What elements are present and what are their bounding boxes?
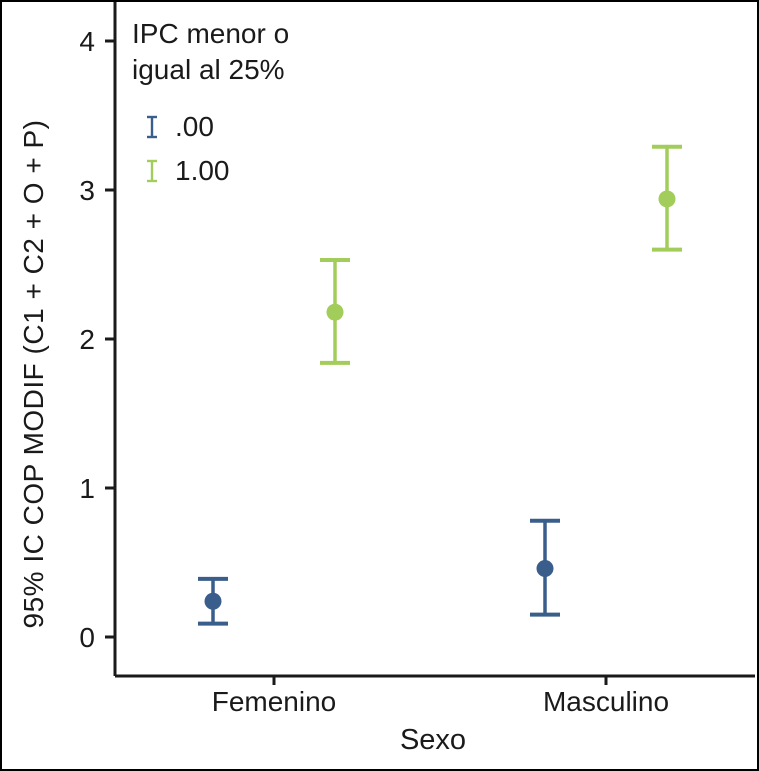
legend-entry-00: .00 <box>132 105 289 149</box>
x-axis-title: Sexo <box>399 724 467 756</box>
mean-marker <box>536 559 554 577</box>
errorbar-icon <box>147 159 157 182</box>
y-tick-label: 4 <box>79 26 95 57</box>
legend-entry-100: 1.00 <box>132 149 289 193</box>
x-tick-label-femenino: Femenino <box>211 686 337 717</box>
y-tick-label: 1 <box>79 473 95 504</box>
mean-marker <box>658 190 676 208</box>
y-tick-label: 3 <box>79 175 95 206</box>
x-tick-label-masculino: Masculino <box>542 686 670 717</box>
errorbar-icon <box>147 115 157 138</box>
legend-title: IPC menor o igual al 25% <box>132 18 290 86</box>
y-axis-title: 95% IC COP MODIF (C1 + C2 + O + P) <box>18 119 49 629</box>
mean-marker <box>204 592 222 610</box>
legend-entry-label: 1.00 <box>175 154 230 186</box>
legend: IPC menor o igual al 25% .00 1.00 <box>132 16 289 193</box>
mean-marker <box>326 303 344 321</box>
y-tick-label: 0 <box>79 622 95 653</box>
legend-entries: .00 1.00 <box>132 105 289 193</box>
legend-entry-label: .00 <box>175 110 214 142</box>
y-tick-label: 2 <box>79 324 95 355</box>
